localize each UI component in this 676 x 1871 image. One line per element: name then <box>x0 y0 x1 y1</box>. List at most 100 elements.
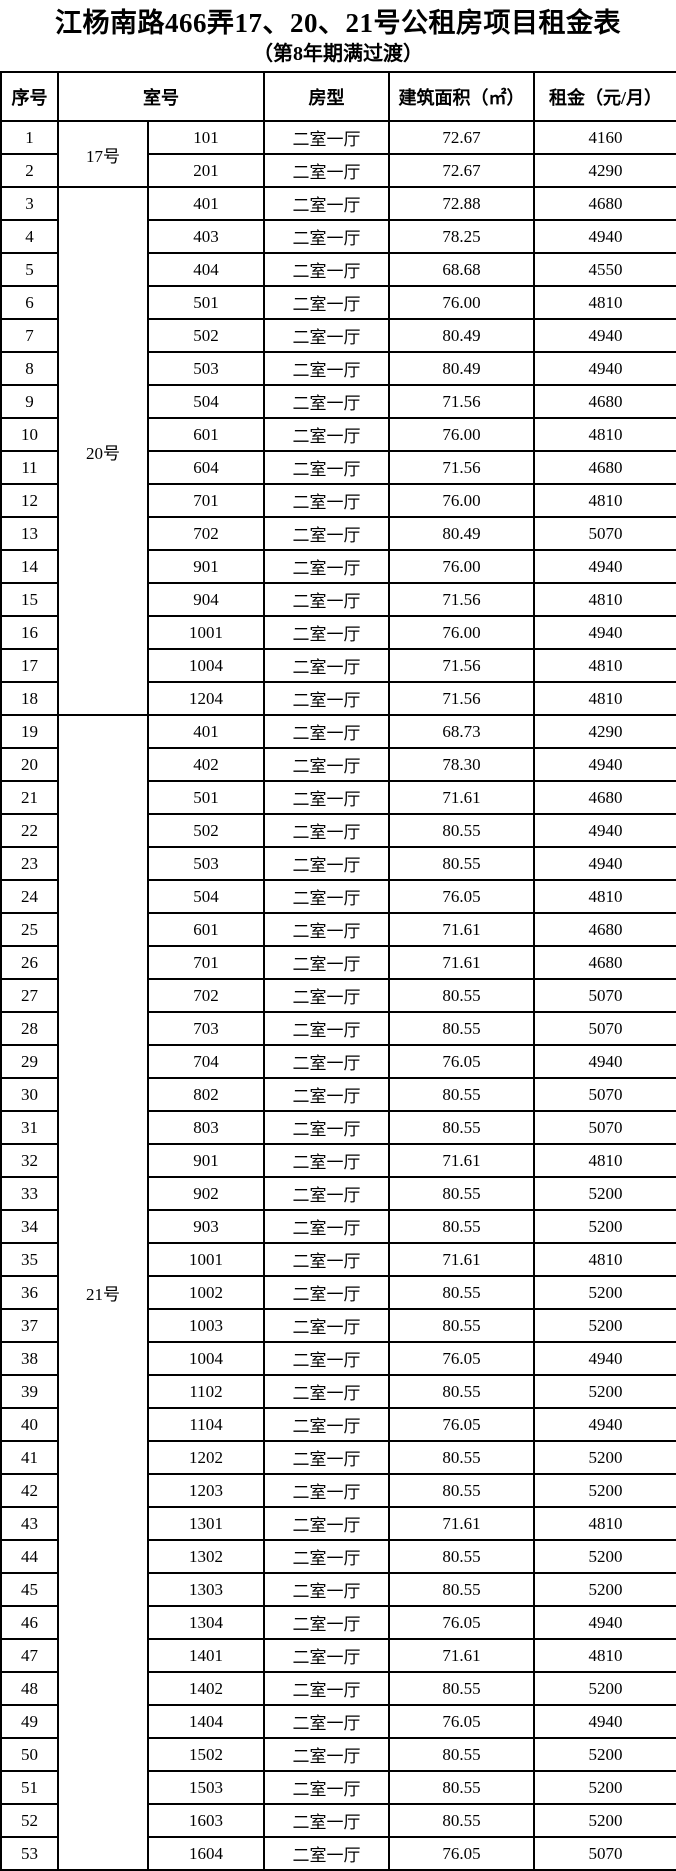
cell-index: 14 <box>0 549 59 584</box>
table-row: 35 1001 二室一厅 71.61 4810 <box>0 1242 676 1277</box>
cell-room: 401 <box>147 714 265 749</box>
cell-area: 80.55 <box>388 1011 535 1046</box>
cell-area: 71.56 <box>388 450 535 485</box>
table-row: 14 901 二室一厅 76.00 4940 <box>0 549 676 584</box>
cell-room: 101 <box>147 120 265 155</box>
cell-index: 1 <box>0 120 59 155</box>
cell-area: 71.56 <box>388 681 535 716</box>
cell-index: 5 <box>0 252 59 287</box>
cell-layout: 二室一厅 <box>263 978 390 1013</box>
cell-rent: 5200 <box>533 1176 676 1211</box>
table-row: 47 1401 二室一厅 71.61 4810 <box>0 1638 676 1673</box>
cell-rent: 4680 <box>533 945 676 980</box>
cell-index: 34 <box>0 1209 59 1244</box>
table-row: 32 901 二室一厅 71.61 4810 <box>0 1143 676 1178</box>
cell-room: 903 <box>147 1209 265 1244</box>
cell-area: 71.61 <box>388 1143 535 1178</box>
cell-room: 503 <box>147 846 265 881</box>
cell-index: 37 <box>0 1308 59 1343</box>
cell-index: 52 <box>0 1803 59 1838</box>
cell-area: 80.55 <box>388 1770 535 1805</box>
cell-area: 71.61 <box>388 1242 535 1277</box>
cell-index: 13 <box>0 516 59 551</box>
table-row: 21 501 二室一厅 71.61 4680 <box>0 780 676 815</box>
cell-layout: 二室一厅 <box>263 120 390 155</box>
cell-rent: 5070 <box>533 516 676 551</box>
table-row: 30 802 二室一厅 80.55 5070 <box>0 1077 676 1112</box>
table-row: 40 1104 二室一厅 76.05 4940 <box>0 1407 676 1442</box>
cell-rent: 5200 <box>533 1803 676 1838</box>
table-row: 12 701 二室一厅 76.00 4810 <box>0 483 676 518</box>
cell-area: 80.55 <box>388 1275 535 1310</box>
cell-area: 71.56 <box>388 648 535 683</box>
cell-rent: 5200 <box>533 1440 676 1475</box>
cell-area: 80.55 <box>388 1539 535 1574</box>
table-row: 4 403 二室一厅 78.25 4940 <box>0 219 676 254</box>
cell-area: 80.55 <box>388 846 535 881</box>
table-row: 39 1102 二室一厅 80.55 5200 <box>0 1374 676 1409</box>
cell-room: 401 <box>147 186 265 221</box>
table-row: 52 1603 二室一厅 80.55 5200 <box>0 1803 676 1838</box>
cell-rent: 5200 <box>533 1770 676 1805</box>
cell-area: 76.05 <box>388 1407 535 1442</box>
cell-area: 80.55 <box>388 1374 535 1409</box>
cell-layout: 二室一厅 <box>263 318 390 353</box>
cell-rent: 4810 <box>533 681 676 716</box>
cell-layout: 二室一厅 <box>263 714 390 749</box>
cell-area: 71.61 <box>388 1506 535 1541</box>
table-row: 10 601 二室一厅 76.00 4810 <box>0 417 676 452</box>
cell-layout: 二室一厅 <box>263 1539 390 1574</box>
cell-rent: 4550 <box>533 252 676 287</box>
cell-rent: 4940 <box>533 351 676 386</box>
table-row: 2 201 二室一厅 72.67 4290 <box>0 153 676 188</box>
cell-layout: 二室一厅 <box>263 945 390 980</box>
cell-layout: 二室一厅 <box>263 186 390 221</box>
table-row: 6 501 二室一厅 76.00 4810 <box>0 285 676 320</box>
table-row: 16 1001 二室一厅 76.00 4940 <box>0 615 676 650</box>
rent-table: 序号 室号 房型 建筑面积（㎡） 租金（元/月） 1 17号 101 二室一厅 72.6… <box>0 71 676 1871</box>
cell-room: 1001 <box>147 1242 265 1277</box>
cell-index: 25 <box>0 912 59 947</box>
cell-index: 39 <box>0 1374 59 1409</box>
cell-rent: 4940 <box>533 615 676 650</box>
cell-layout: 二室一厅 <box>263 1143 390 1178</box>
cell-index: 4 <box>0 219 59 254</box>
cell-rent: 4810 <box>533 1506 676 1541</box>
cell-index: 12 <box>0 483 59 518</box>
cell-room: 1002 <box>147 1275 265 1310</box>
cell-area: 80.49 <box>388 318 535 353</box>
cell-index: 3 <box>0 186 59 221</box>
cell-area: 76.00 <box>388 285 535 320</box>
cell-area: 76.00 <box>388 417 535 452</box>
cell-area: 72.88 <box>388 186 535 221</box>
cell-rent: 4940 <box>533 813 676 848</box>
table-row: 36 1002 二室一厅 80.55 5200 <box>0 1275 676 1310</box>
cell-rent: 4810 <box>533 1143 676 1178</box>
cell-layout: 二室一厅 <box>263 1770 390 1805</box>
cell-area: 68.68 <box>388 252 535 287</box>
table-row: 37 1003 二室一厅 80.55 5200 <box>0 1308 676 1343</box>
cell-index: 9 <box>0 384 59 419</box>
cell-layout: 二室一厅 <box>263 153 390 188</box>
cell-layout: 二室一厅 <box>263 483 390 518</box>
cell-rent: 4810 <box>533 1242 676 1277</box>
table-row: 15 904 二室一厅 71.56 4810 <box>0 582 676 617</box>
cell-room: 1004 <box>147 1341 265 1376</box>
cell-index: 44 <box>0 1539 59 1574</box>
cell-index: 51 <box>0 1770 59 1805</box>
title-block: 江杨南路466弄17、20、21号公租房项目租金表 （第8年期满过渡） <box>0 0 676 71</box>
cell-rent: 4940 <box>533 318 676 353</box>
cell-layout: 二室一厅 <box>263 417 390 452</box>
cell-rent: 5070 <box>533 1077 676 1112</box>
cell-room: 504 <box>147 879 265 914</box>
table-row: 5 404 二室一厅 68.68 4550 <box>0 252 676 287</box>
cell-rent: 5200 <box>533 1473 676 1508</box>
cell-area: 80.55 <box>388 1473 535 1508</box>
cell-index: 21 <box>0 780 59 815</box>
cell-rent: 5070 <box>533 1110 676 1145</box>
cell-layout: 二室一厅 <box>263 615 390 650</box>
table-row: 22 502 二室一厅 80.55 4940 <box>0 813 676 848</box>
cell-rent: 4290 <box>533 714 676 749</box>
cell-room: 501 <box>147 285 265 320</box>
